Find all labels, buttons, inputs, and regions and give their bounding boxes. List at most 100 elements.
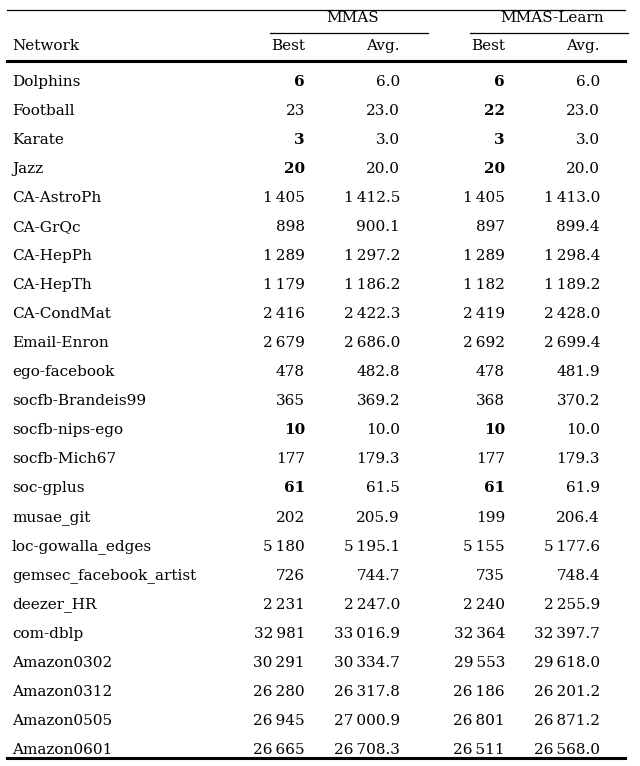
Text: 744.7: 744.7 — [356, 568, 400, 583]
Text: 26 186: 26 186 — [453, 685, 505, 699]
Text: Amazon0505: Amazon0505 — [12, 714, 112, 728]
Text: deezer_HR: deezer_HR — [12, 597, 97, 612]
Text: 61: 61 — [284, 482, 305, 496]
Text: 20.0: 20.0 — [566, 162, 600, 176]
Text: 5 195.1: 5 195.1 — [344, 539, 400, 554]
Text: 2 416: 2 416 — [263, 307, 305, 321]
Text: 26 201.2: 26 201.2 — [534, 685, 600, 699]
Text: gemsec_facebook_artist: gemsec_facebook_artist — [12, 568, 196, 583]
Text: 26 317.8: 26 317.8 — [334, 685, 400, 699]
Text: Karate: Karate — [12, 133, 64, 147]
Text: Amazon0302: Amazon0302 — [12, 656, 112, 669]
Text: 29 618.0: 29 618.0 — [534, 656, 600, 669]
Text: 726: 726 — [276, 568, 305, 583]
Text: 1 298.4: 1 298.4 — [543, 249, 600, 264]
Text: 2 428.0: 2 428.0 — [543, 307, 600, 321]
Text: socfb-Brandeis99: socfb-Brandeis99 — [12, 394, 146, 408]
Text: CA-HepTh: CA-HepTh — [12, 278, 92, 292]
Text: CA-AstroPh: CA-AstroPh — [12, 191, 101, 205]
Text: 900.1: 900.1 — [356, 220, 400, 234]
Text: CA-CondMat: CA-CondMat — [12, 307, 111, 321]
Text: 20.0: 20.0 — [366, 162, 400, 176]
Text: 1 289: 1 289 — [263, 249, 305, 264]
Text: 199: 199 — [476, 510, 505, 525]
Text: 3.0: 3.0 — [376, 133, 400, 147]
Text: 2 699.4: 2 699.4 — [543, 336, 600, 350]
Text: 6.0: 6.0 — [376, 75, 400, 89]
Text: 899.4: 899.4 — [556, 220, 600, 234]
Text: 370.2: 370.2 — [557, 394, 600, 408]
Text: ego-facebook: ego-facebook — [12, 365, 115, 379]
Text: Avg.: Avg. — [367, 39, 400, 53]
Text: 1 182: 1 182 — [463, 278, 505, 292]
Text: 3: 3 — [494, 133, 505, 147]
Text: 1 405: 1 405 — [263, 191, 305, 205]
Text: 26 665: 26 665 — [253, 743, 305, 757]
Text: 482.8: 482.8 — [356, 365, 400, 379]
Text: 26 801: 26 801 — [453, 714, 505, 728]
Text: 2 419: 2 419 — [463, 307, 505, 321]
Text: 5 177.6: 5 177.6 — [544, 539, 600, 554]
Text: 22: 22 — [484, 104, 505, 118]
Text: 23: 23 — [285, 104, 305, 118]
Text: 3: 3 — [294, 133, 305, 147]
Text: 2 692: 2 692 — [463, 336, 505, 350]
Text: 1 297.2: 1 297.2 — [344, 249, 400, 264]
Text: 897: 897 — [476, 220, 505, 234]
Text: 2 240: 2 240 — [463, 597, 505, 612]
Text: 3.0: 3.0 — [576, 133, 600, 147]
Text: loc-gowalla_edges: loc-gowalla_edges — [12, 539, 152, 554]
Text: 481.9: 481.9 — [556, 365, 600, 379]
Text: 61.5: 61.5 — [366, 482, 400, 496]
Text: CA-HepPh: CA-HepPh — [12, 249, 92, 264]
Text: 20: 20 — [484, 162, 505, 176]
Text: 23.0: 23.0 — [366, 104, 400, 118]
Text: Football: Football — [12, 104, 74, 118]
Text: MMAS-Learn: MMAS-Learn — [500, 11, 604, 25]
Text: socfb-nips-ego: socfb-nips-ego — [12, 424, 123, 437]
Text: 369.2: 369.2 — [356, 394, 400, 408]
Text: 179.3: 179.3 — [356, 453, 400, 466]
Text: 61: 61 — [484, 482, 505, 496]
Text: 30 291: 30 291 — [253, 656, 305, 669]
Text: 177: 177 — [476, 453, 505, 466]
Text: Best: Best — [271, 39, 305, 53]
Text: 2 231: 2 231 — [263, 597, 305, 612]
Text: 478: 478 — [476, 365, 505, 379]
Text: 1 413.0: 1 413.0 — [543, 191, 600, 205]
Text: 735: 735 — [476, 568, 505, 583]
Text: 206.4: 206.4 — [556, 510, 600, 525]
Text: 26 945: 26 945 — [253, 714, 305, 728]
Text: 205.9: 205.9 — [356, 510, 400, 525]
Text: MMAS: MMAS — [326, 11, 379, 25]
Text: 10.0: 10.0 — [366, 424, 400, 437]
Text: 20: 20 — [284, 162, 305, 176]
Text: 2 422.3: 2 422.3 — [344, 307, 400, 321]
Text: 30 334.7: 30 334.7 — [334, 656, 400, 669]
Text: 1 189.2: 1 189.2 — [543, 278, 600, 292]
Text: 61.9: 61.9 — [566, 482, 600, 496]
Text: Amazon0601: Amazon0601 — [12, 743, 113, 757]
Text: Email-Enron: Email-Enron — [12, 336, 109, 350]
Text: 26 708.3: 26 708.3 — [334, 743, 400, 757]
Text: 1 405: 1 405 — [463, 191, 505, 205]
Text: 32 364: 32 364 — [454, 627, 505, 640]
Text: 5 155: 5 155 — [463, 539, 505, 554]
Text: 26 871.2: 26 871.2 — [534, 714, 600, 728]
Text: 365: 365 — [276, 394, 305, 408]
Text: 2 686.0: 2 686.0 — [344, 336, 400, 350]
Text: 26 280: 26 280 — [253, 685, 305, 699]
Text: 32 397.7: 32 397.7 — [534, 627, 600, 640]
Text: Jazz: Jazz — [12, 162, 43, 176]
Text: 6.0: 6.0 — [576, 75, 600, 89]
Text: 26 568.0: 26 568.0 — [534, 743, 600, 757]
Text: 5 180: 5 180 — [263, 539, 305, 554]
Text: Network: Network — [12, 39, 79, 53]
Text: 1 289: 1 289 — [463, 249, 505, 264]
Text: socfb-Mich67: socfb-Mich67 — [12, 453, 116, 466]
Text: 29 553: 29 553 — [454, 656, 505, 669]
Text: soc-gplus: soc-gplus — [12, 482, 84, 496]
Text: 1 179: 1 179 — [263, 278, 305, 292]
Text: CA-GrQc: CA-GrQc — [12, 220, 81, 234]
Text: 748.4: 748.4 — [557, 568, 600, 583]
